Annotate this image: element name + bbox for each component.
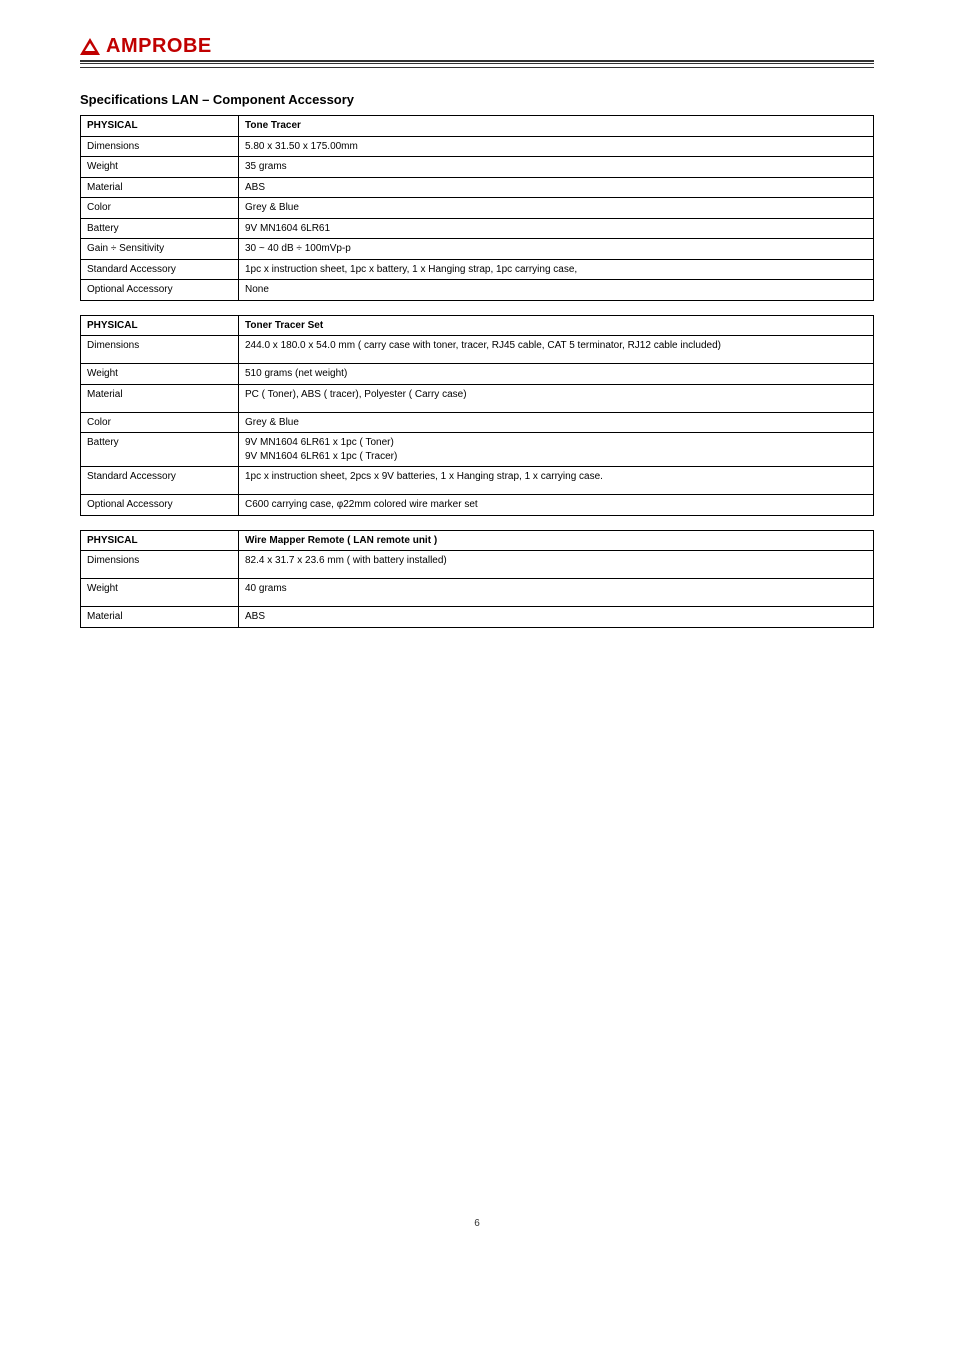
header-rule-top: [80, 60, 874, 64]
logo: AMPROBE: [80, 35, 874, 58]
table-row: Standard Accessory1pc x instruction shee…: [81, 259, 874, 280]
table1-value: 5.80 x 31.50 x 175.00mm: [239, 136, 874, 157]
table-row: Weight510 grams (net weight): [81, 364, 874, 385]
table2-value: 244.0 x 180.0 x 54.0 mm ( carry case wit…: [239, 336, 874, 364]
table2-label: Battery: [81, 433, 239, 467]
table2-label: Optional Accessory: [81, 495, 239, 516]
table-row: Dimensions82.4 x 31.7 x 23.6 mm ( with b…: [81, 551, 874, 579]
table2-value: PC ( Toner), ABS ( tracer), Polyester ( …: [239, 384, 874, 412]
table1-label: Weight: [81, 157, 239, 178]
table-row: Standard Accessory1pc x instruction shee…: [81, 467, 874, 495]
table3-label: Weight: [81, 579, 239, 607]
table2-value: 510 grams (net weight): [239, 364, 874, 385]
table-row: Optional AccessoryNone: [81, 280, 874, 301]
specs-table-toner-tracer-set: PHYSICAL Toner Tracer Set Dimensions244.…: [80, 315, 874, 516]
table2-value: C600 carrying case, φ22mm colored wire m…: [239, 495, 874, 516]
table1-value: Grey & Blue: [239, 198, 874, 219]
table3-label: Material: [81, 607, 239, 628]
table-row: Dimensions244.0 x 180.0 x 54.0 mm ( carr…: [81, 336, 874, 364]
table-row: Gain ÷ Sensitivity30 ~ 40 dB ÷ 100mVp-p: [81, 239, 874, 260]
table1-header-col1: PHYSICAL: [81, 116, 239, 137]
table1-label: Standard Accessory: [81, 259, 239, 280]
table3-header-col2: Wire Mapper Remote ( LAN remote unit ): [239, 530, 874, 551]
table1-label: Dimensions: [81, 136, 239, 157]
table1-label: Optional Accessory: [81, 280, 239, 301]
table1-value: 9V MN1604 6LR61: [239, 218, 874, 239]
table2-label: Dimensions: [81, 336, 239, 364]
table3-value: 82.4 x 31.7 x 23.6 mm ( with battery ins…: [239, 551, 874, 579]
table-row: ColorGrey & Blue: [81, 198, 874, 219]
table3-value: 40 grams: [239, 579, 874, 607]
table-row: Weight35 grams: [81, 157, 874, 178]
table3-value: ABS: [239, 607, 874, 628]
table2-value: 9V MN1604 6LR61 x 1pc ( Toner) 9V MN1604…: [239, 433, 874, 467]
table-row: Optional AccessoryC600 carrying case, φ2…: [81, 495, 874, 516]
table-row: MaterialABS: [81, 177, 874, 198]
table1-value: 1pc x instruction sheet, 1pc x battery, …: [239, 259, 874, 280]
table1-value: None: [239, 280, 874, 301]
table3-label: Dimensions: [81, 551, 239, 579]
table-row: MaterialABS: [81, 607, 874, 628]
table1-label: Color: [81, 198, 239, 219]
table2-header-col1: PHYSICAL: [81, 315, 239, 336]
specs-table-wire-mapper-remote: PHYSICAL Wire Mapper Remote ( LAN remote…: [80, 530, 874, 628]
table1-header-col2: Tone Tracer: [239, 116, 874, 137]
logo-triangle-icon: [80, 38, 100, 55]
table-row: MaterialPC ( Toner), ABS ( tracer), Poly…: [81, 384, 874, 412]
table2-label: Material: [81, 384, 239, 412]
table2-label: Weight: [81, 364, 239, 385]
table3-header-col1: PHYSICAL: [81, 530, 239, 551]
table1-value: 35 grams: [239, 157, 874, 178]
table2-label: Standard Accessory: [81, 467, 239, 495]
logo-text: AMPROBE: [106, 35, 212, 58]
section-title: Specifications LAN – Component Accessory: [80, 92, 874, 107]
table-row: ColorGrey & Blue: [81, 412, 874, 433]
table2-value: 1pc x instruction sheet, 2pcs x 9V batte…: [239, 467, 874, 495]
table-row: Weight40 grams: [81, 579, 874, 607]
table2-value: Grey & Blue: [239, 412, 874, 433]
table1-label: Gain ÷ Sensitivity: [81, 239, 239, 260]
table-row: Dimensions5.80 x 31.50 x 175.00mm: [81, 136, 874, 157]
table1-label: Battery: [81, 218, 239, 239]
table2-label: Color: [81, 412, 239, 433]
table2-header-col2: Toner Tracer Set: [239, 315, 874, 336]
header-rule-bottom: [80, 67, 874, 68]
specs-table-tone-tracer: PHYSICAL Tone Tracer Dimensions5.80 x 31…: [80, 115, 874, 301]
page-number: 6: [80, 1218, 874, 1229]
table-row: Battery9V MN1604 6LR61: [81, 218, 874, 239]
table1-label: Material: [81, 177, 239, 198]
table-row: Battery9V MN1604 6LR61 x 1pc ( Toner) 9V…: [81, 433, 874, 467]
table1-value: 30 ~ 40 dB ÷ 100mVp-p: [239, 239, 874, 260]
table1-value: ABS: [239, 177, 874, 198]
